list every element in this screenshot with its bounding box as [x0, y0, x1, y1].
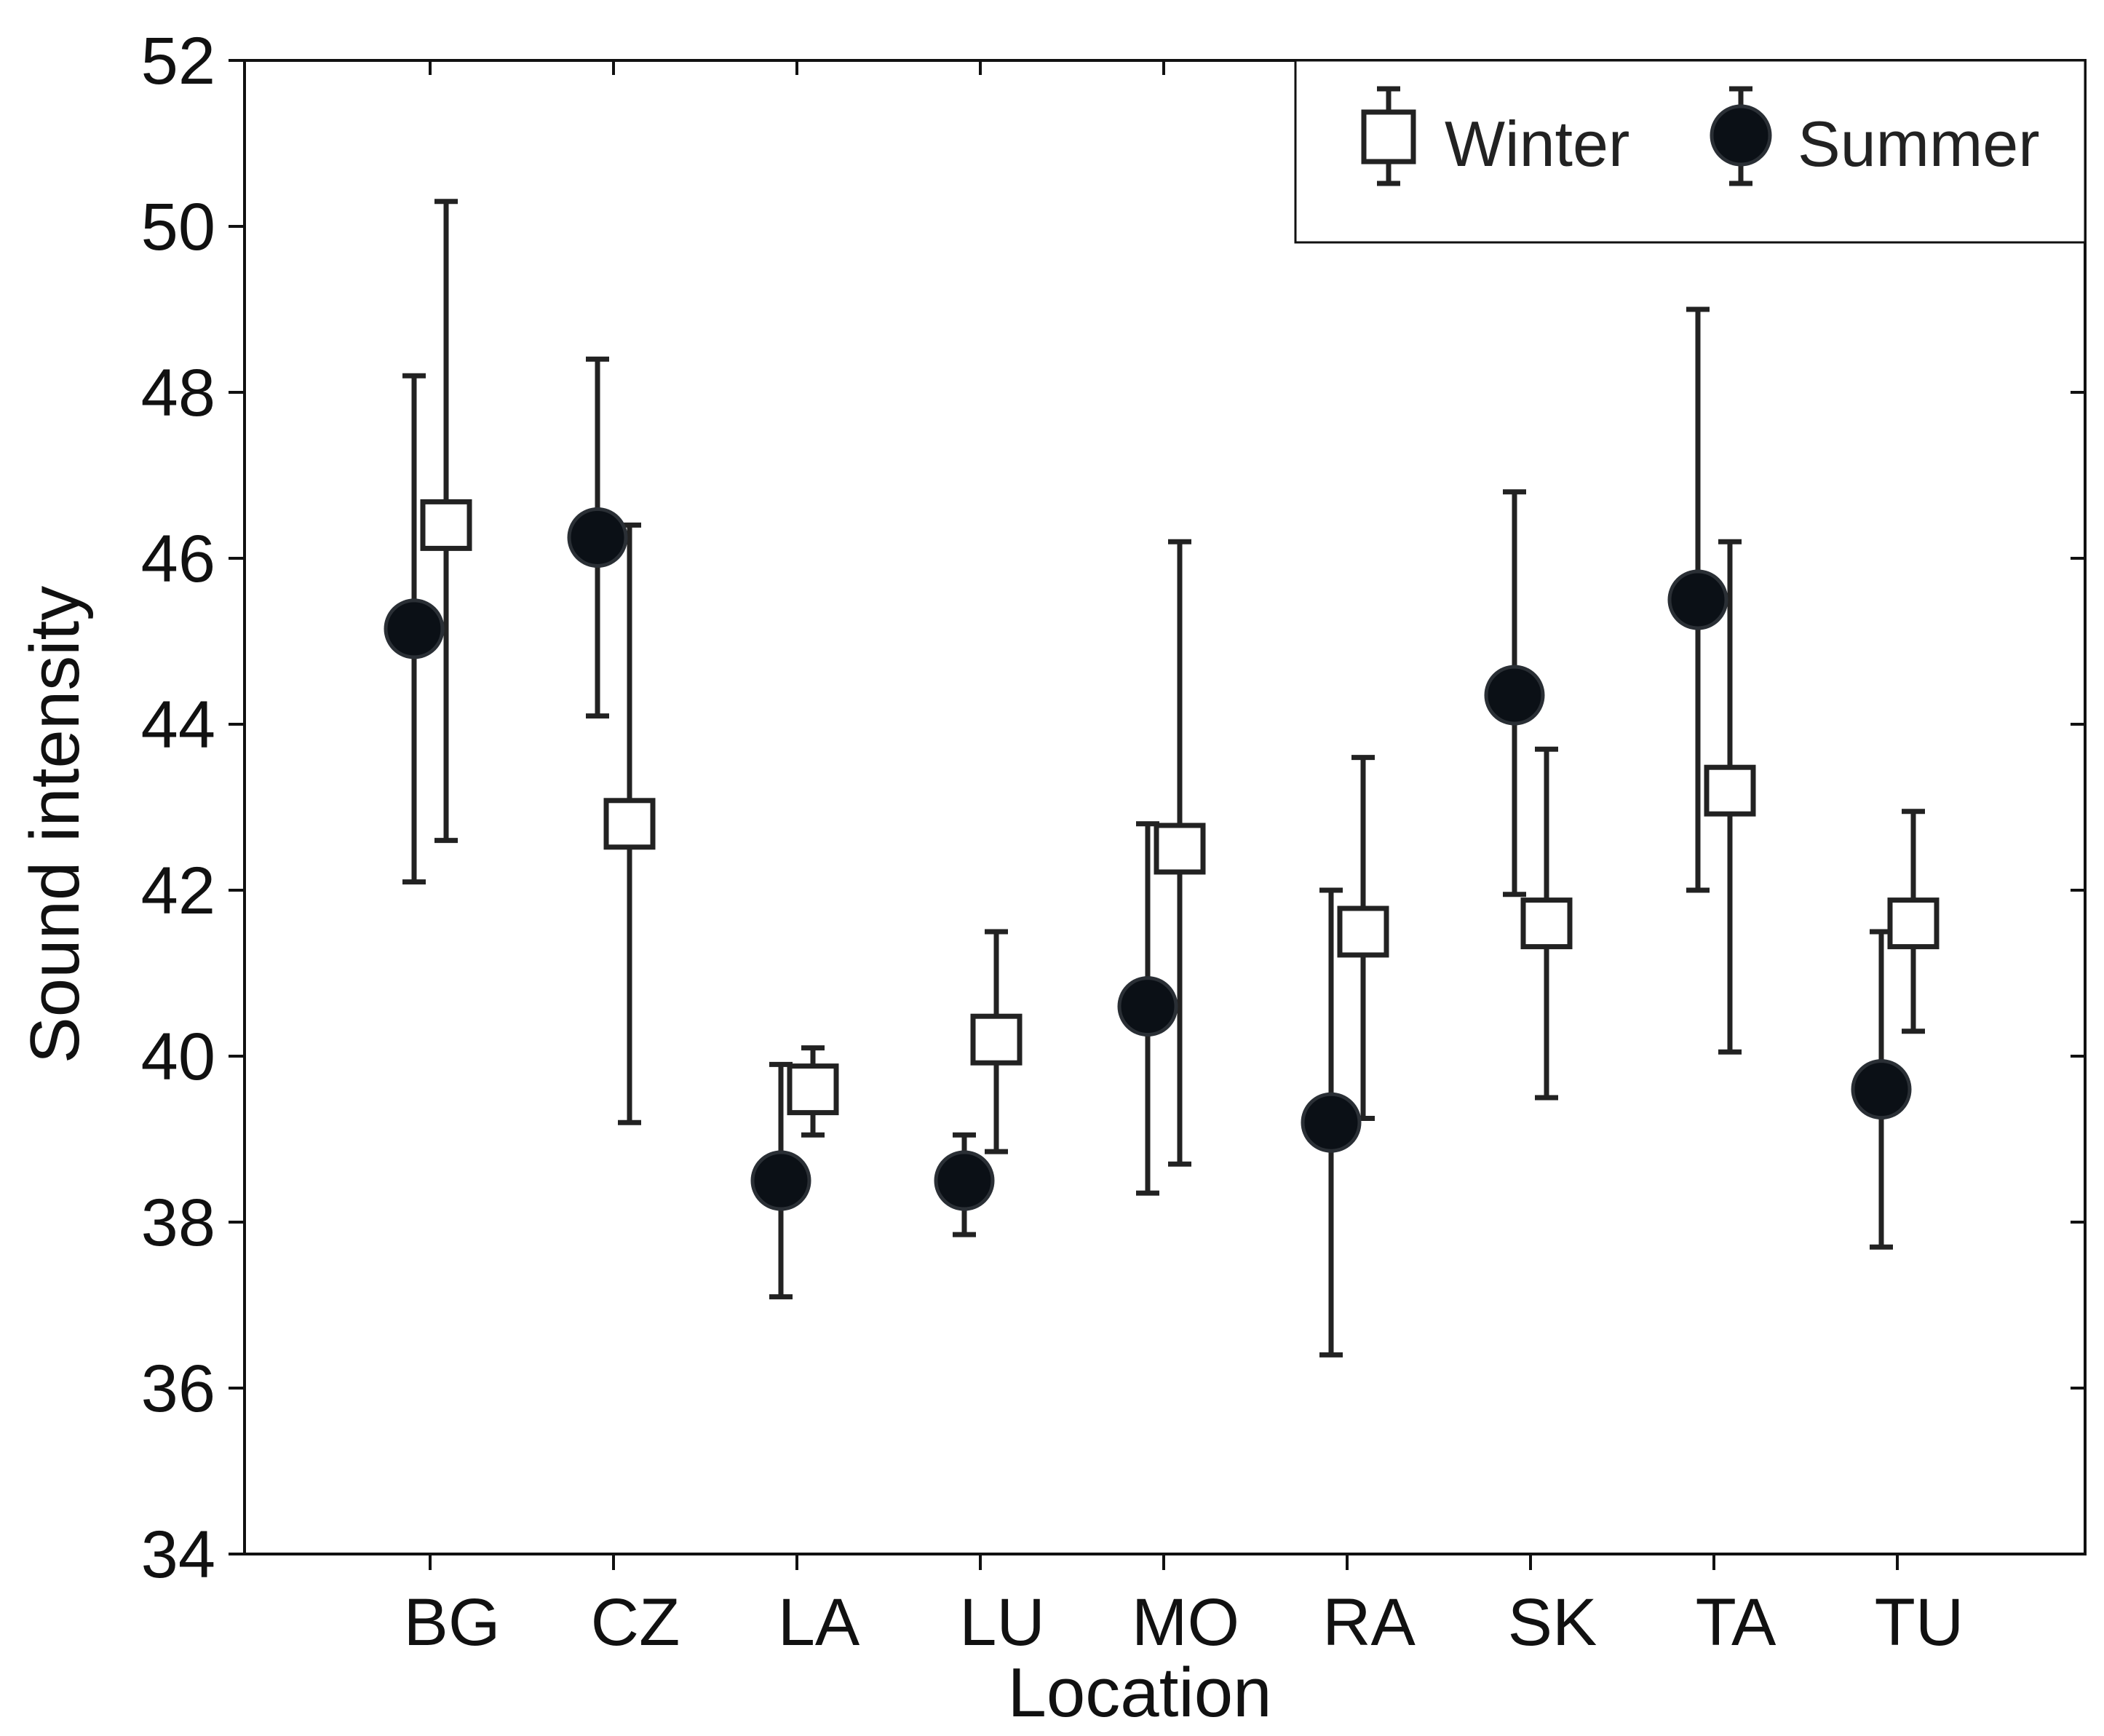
y-tick-label: 34	[141, 1518, 215, 1592]
x-axis-title: Location	[1008, 1654, 1272, 1732]
x-tick-label: LA	[778, 1585, 860, 1660]
legend-summer-circle	[1710, 104, 1772, 167]
y-tick-label: 48	[141, 356, 215, 430]
legend-winter-symbol	[1361, 86, 1416, 186]
x-tick-label: CZ	[591, 1585, 680, 1660]
legend: Winter Summer	[1294, 59, 2087, 244]
summer-point-bg	[384, 598, 445, 659]
x-tick-label: MO	[1132, 1585, 1239, 1660]
winter-point-ta	[1704, 764, 1756, 817]
y-tick-label: 44	[141, 688, 215, 762]
summer-point-tu	[1851, 1059, 1912, 1120]
summer-point-lu	[934, 1150, 995, 1211]
summer-point-cz	[567, 507, 628, 568]
winter-point-mo	[1154, 823, 1206, 875]
x-tick-label: BG	[404, 1585, 501, 1660]
legend-box	[1294, 59, 2087, 244]
winter-point-tu	[1887, 897, 1940, 950]
winter-point-bg	[420, 499, 472, 551]
x-tick-label: SK	[1508, 1585, 1597, 1660]
winter-point-cz	[603, 798, 656, 850]
y-tick-label: 50	[141, 190, 215, 264]
legend-winter-label: Winter	[1445, 108, 1629, 180]
legend-winter-square	[1361, 109, 1416, 165]
winter-point-ra	[1337, 905, 1389, 958]
x-tick-label: LU	[959, 1585, 1045, 1660]
y-tick-label: 40	[141, 1020, 215, 1094]
y-tick-label: 42	[141, 854, 215, 928]
summer-point-la	[750, 1150, 811, 1211]
summer-point-ta	[1667, 569, 1728, 630]
legend-summer-symbol	[1710, 86, 1772, 186]
summer-point-mo	[1117, 976, 1178, 1037]
y-tick-label: 36	[141, 1352, 215, 1426]
x-tick-label: RA	[1322, 1585, 1416, 1660]
y-axis: 34 36 38 40 42 44 46 48 50 52	[141, 24, 2085, 1592]
y-tick-label: 38	[141, 1186, 215, 1260]
x-tick-label: TA	[1696, 1585, 1777, 1660]
x-tick-label: TU	[1875, 1585, 1964, 1660]
plot-frame	[243, 59, 2087, 1555]
data-markers	[384, 499, 1940, 1211]
y-tick-label: 52	[141, 24, 215, 98]
summer-point-sk	[1484, 665, 1545, 726]
legend-summer-label: Summer	[1798, 108, 2040, 180]
y-tick-label: 46	[141, 522, 215, 596]
winter-point-la	[787, 1063, 839, 1116]
winter-point-lu	[970, 1013, 1023, 1066]
summer-point-ra	[1301, 1092, 1362, 1153]
y-axis-title: Sound intensity	[16, 586, 94, 1063]
x-axis: BG CZ LA LU MO RA SK TA TU	[404, 60, 1964, 1660]
winter-point-sk	[1520, 897, 1573, 950]
